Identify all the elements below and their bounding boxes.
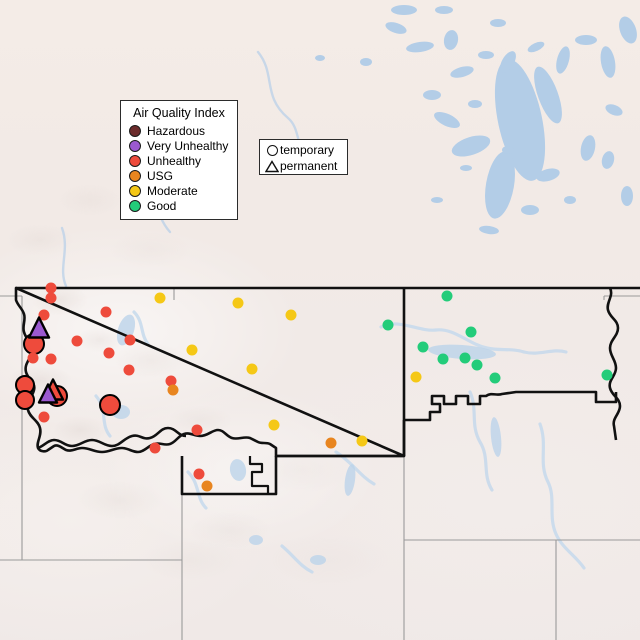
legend-item-good[interactable]: Good — [129, 198, 229, 213]
symbol-legend-row-temporary: temporary — [264, 142, 343, 158]
legend-item-label: Hazardous — [147, 123, 206, 138]
aqi-marker-unhealthy-circle[interactable] — [191, 424, 203, 436]
legend-rows: Hazardous Very Unhealthy Unhealthy USG Moder… — [129, 123, 229, 213]
aqi-marker-unhealthy-circle[interactable] — [149, 442, 161, 454]
aqi-marker-unhealthy-circle[interactable] — [165, 375, 177, 387]
legend-item-label: Moderate — [147, 183, 198, 198]
aqi-marker-unhealthy-circle[interactable] — [45, 292, 57, 304]
aqi-marker-good-circle[interactable] — [471, 359, 483, 371]
legend-title: Air Quality Index — [133, 106, 225, 120]
legend-swatch-icon — [129, 199, 141, 212]
legend-item-usg[interactable]: USG — [129, 168, 229, 183]
legend-item-very-unhealthy[interactable]: Very Unhealthy — [129, 138, 229, 153]
yellowstone-jog — [248, 456, 270, 494]
aqi-marker-moderate-circle[interactable] — [154, 292, 166, 304]
legend-item-label: Unhealthy — [147, 153, 202, 168]
north-dakota-south-border — [404, 390, 618, 422]
aqi-marker-good-circle[interactable] — [465, 326, 477, 338]
water-bodies — [315, 5, 637, 235]
aqi-marker-unhealthy-circle[interactable] — [124, 334, 136, 346]
aqi-marker-usg-circle[interactable] — [325, 437, 337, 449]
aqi-marker-good-circle[interactable] — [459, 352, 471, 364]
idaho-montana-border — [37, 426, 187, 450]
legend-item-unhealthy[interactable]: Unhealthy — [129, 153, 229, 168]
legend-swatch-icon — [129, 184, 141, 197]
legend-item-label: Good — [147, 198, 177, 213]
aqi-marker-good-circle[interactable] — [489, 372, 501, 384]
legend-item-moderate[interactable]: Moderate — [129, 183, 229, 198]
legend-item-hazardous[interactable]: Hazardous — [129, 123, 229, 138]
aqi-marker-unhealthy-circle[interactable] — [71, 335, 83, 347]
aqi-marker-moderate-circle[interactable] — [285, 309, 297, 321]
symbol-legend-label-temporary: temporary — [280, 143, 335, 157]
montana-border — [14, 286, 406, 458]
aqi-marker-moderate-circle[interactable] — [246, 363, 258, 375]
aqi-marker-good-circle[interactable] — [382, 319, 394, 331]
aqi-marker-unhealthy-circle[interactable] — [27, 352, 39, 364]
aqi-marker-unhealthy-circle[interactable] — [103, 347, 115, 359]
aqi-legend-panel[interactable]: Air Quality Index Hazardous Very Unhealth… — [120, 100, 238, 220]
aqi-marker-unhealthy-circle[interactable] — [100, 306, 112, 318]
rivers-secondary — [94, 310, 586, 574]
aqi-marker-moderate-circle[interactable] — [410, 371, 422, 383]
aqi-marker-usg-circle[interactable] — [167, 384, 179, 396]
legend-swatch-icon — [129, 169, 141, 182]
permanent-triangle-icon — [264, 159, 280, 173]
aqi-marker-moderate-circle[interactable] — [268, 419, 280, 431]
legend-swatch-icon — [129, 124, 141, 137]
aqi-marker-moderate-circle[interactable] — [186, 344, 198, 356]
aqi-marker-unhealthy-circle[interactable] — [15, 390, 35, 410]
aqi-marker-unhealthy-circle[interactable] — [38, 309, 50, 321]
aqi-marker-unhealthy-circle[interactable] — [193, 468, 205, 480]
symbol-legend-row-permanent: permanent — [264, 158, 343, 174]
aqi-marker-unhealthy-circle[interactable] — [99, 394, 121, 416]
aqi-marker-good-circle[interactable] — [601, 369, 613, 381]
aqi-marker-unhealthy-circle[interactable] — [45, 282, 57, 294]
aqi-marker-moderate-circle[interactable] — [232, 297, 244, 309]
aqi-marker-good-circle[interactable] — [437, 353, 449, 365]
legend-swatch-icon — [129, 154, 141, 167]
temporary-circle-icon — [264, 144, 280, 156]
aqi-marker-unhealthy-circle[interactable] — [38, 411, 50, 423]
legend-item-label: Very Unhealthy — [147, 138, 229, 153]
aqi-marker-usg-circle[interactable] — [201, 480, 213, 492]
north-dakota-east-border — [606, 287, 622, 441]
symbol-legend-panel[interactable]: temporary permanent — [259, 139, 348, 175]
aqi-marker-good-circle[interactable] — [441, 290, 453, 302]
aqi-marker-very-unhealthy-triangle[interactable] — [27, 316, 51, 345]
aqi-marker-unhealthy-circle[interactable] — [45, 353, 57, 365]
wyoming-north-notch — [180, 456, 278, 496]
legend-swatch-icon — [129, 139, 141, 152]
symbol-legend-label-permanent: permanent — [280, 159, 338, 173]
reservoirs — [112, 314, 502, 565]
legend-item-label: USG — [147, 168, 174, 183]
aqi-marker-unhealthy-circle[interactable] — [123, 364, 135, 376]
aqi-marker-moderate-circle[interactable] — [356, 435, 368, 447]
aqi-marker-good-circle[interactable] — [417, 341, 429, 353]
aqi-marker-very-unhealthy-triangle[interactable] — [37, 383, 59, 410]
